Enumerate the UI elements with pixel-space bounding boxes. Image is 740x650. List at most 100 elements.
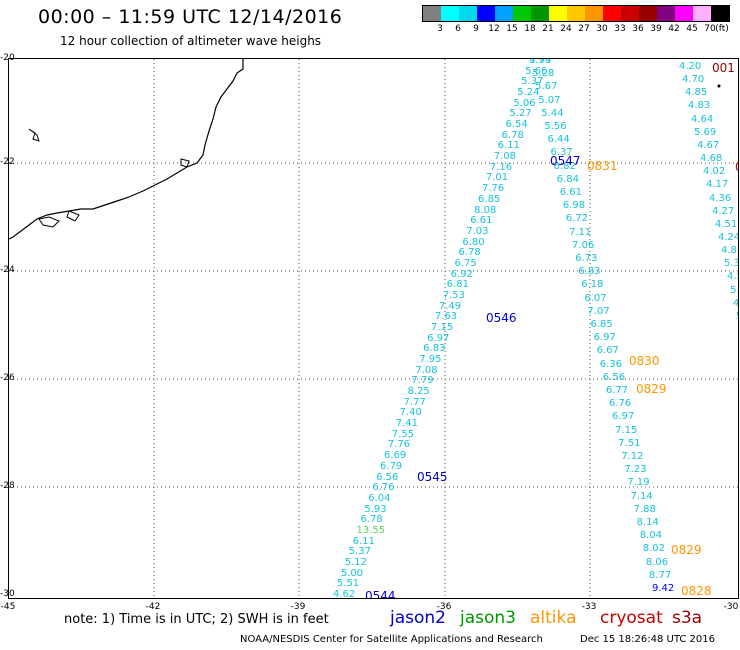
track-b-value: 6.44 bbox=[547, 134, 570, 146]
track-a-value: 7.79 bbox=[411, 375, 434, 387]
lon-tick-label: -36 bbox=[436, 602, 452, 612]
track-b-value: 6.76 bbox=[608, 398, 632, 410]
track-a-value: 7.15 bbox=[431, 322, 454, 333]
legend-swatch bbox=[441, 6, 459, 21]
track-a-value: 5.75 bbox=[529, 58, 552, 66]
track-b-value: 8.02 bbox=[642, 543, 666, 555]
track-b-value: 6.97 bbox=[593, 332, 616, 344]
track-a-value: 6.11 bbox=[352, 535, 375, 547]
legend-swatch bbox=[693, 6, 711, 21]
track-a-value: 7.40 bbox=[399, 407, 422, 419]
lat-tick-label: -28 bbox=[0, 481, 15, 491]
track-b-value: 5.67 bbox=[535, 81, 558, 93]
track-b-value: 6.67 bbox=[596, 345, 619, 357]
track-a-value: 6.85 bbox=[478, 193, 501, 205]
track-c-value: 4.5 bbox=[727, 271, 738, 283]
track-a-value: 6.78 bbox=[501, 129, 524, 141]
track-a-value: 6.81 bbox=[446, 279, 469, 291]
track-b-value: 4.94 bbox=[529, 58, 552, 66]
coastline bbox=[9, 59, 244, 240]
bay-inlet bbox=[38, 210, 80, 228]
track-a-value: 6.75 bbox=[454, 257, 477, 269]
track-a-value: 7.49 bbox=[438, 300, 462, 312]
track-a-value: 7.76 bbox=[387, 439, 411, 451]
track-a-value: 7.16 bbox=[489, 161, 513, 173]
legend-label: 33 bbox=[614, 24, 626, 34]
track-b-value: 5.07 bbox=[538, 94, 561, 106]
legend-label: 27 bbox=[578, 24, 590, 34]
legend-swatch bbox=[711, 6, 729, 21]
pass-id-label: 0546 bbox=[486, 311, 517, 325]
track-c-value: 4.85 bbox=[685, 87, 708, 99]
legend-label: 42 bbox=[668, 24, 680, 34]
track-endpoint-dot bbox=[717, 84, 721, 88]
legend-label: 12 bbox=[488, 24, 500, 34]
legend-swatch bbox=[603, 6, 621, 21]
track-a-value: 6.97 bbox=[427, 332, 450, 344]
track-c-value: 5.32 bbox=[724, 258, 738, 270]
track-c-value: 4.89 bbox=[721, 245, 738, 257]
pass-id-label: 0828 bbox=[681, 584, 712, 598]
track-b-value: 6.97 bbox=[612, 411, 635, 423]
track-a-value: 5.12 bbox=[344, 556, 368, 568]
island-2 bbox=[180, 158, 190, 168]
track-a-value: 6.78 bbox=[360, 514, 383, 526]
map-title: 00:00 – 11:59 UTC 12/14/2016 bbox=[38, 6, 343, 28]
track-a-value: 5.06 bbox=[513, 97, 536, 109]
track-c-value: 4.02 bbox=[703, 166, 726, 178]
track-a-value: 5.93 bbox=[364, 503, 387, 515]
legend-label: 15 bbox=[506, 24, 518, 34]
lon-tick-label: -30 bbox=[723, 602, 739, 612]
track-a-value: 7.41 bbox=[395, 418, 418, 430]
map-note: note: 1) Time is in UTC; 2) SWH is in fe… bbox=[64, 612, 329, 627]
wave-height-legend: 3 6 9 12 15 18 21 24 27 30 33 36 39 42 45 70 (ft) bbox=[422, 5, 730, 36]
track-a-value: 8.25 bbox=[407, 386, 430, 398]
track-a-value: 7.95 bbox=[419, 354, 442, 366]
legend-swatch bbox=[459, 6, 477, 21]
track-c-value: 4.64 bbox=[691, 113, 714, 125]
track-b-value: 8.14 bbox=[636, 517, 659, 528]
track-a-value: 6.80 bbox=[462, 236, 485, 248]
legend-swatch bbox=[639, 6, 657, 21]
track-a-value: 5.00 bbox=[340, 567, 364, 579]
satellite-name: jason2 bbox=[390, 608, 446, 628]
legend-label: 70 bbox=[704, 24, 716, 34]
legend-swatch bbox=[675, 6, 693, 21]
track-b-value: 8.06 bbox=[645, 556, 669, 568]
track-b-value: 6.72 bbox=[565, 213, 589, 225]
lat-tick-label: -22 bbox=[0, 157, 15, 167]
track-a-value: 5.27 bbox=[509, 108, 532, 120]
lat-tick-label: -24 bbox=[0, 265, 15, 275]
lon-tick-label: -42 bbox=[145, 602, 161, 612]
track-c-value: 4.36 bbox=[709, 192, 732, 204]
track-b-value: 7.12 bbox=[621, 451, 644, 462]
track-a-value: 8.08 bbox=[474, 204, 497, 216]
track-b-value: 6.18 bbox=[581, 279, 604, 291]
satellite-name: jason3 bbox=[460, 608, 516, 628]
legend-label: 30 bbox=[596, 24, 608, 34]
track-a-value: 4.62 bbox=[333, 589, 356, 599]
track-a-value: 6.61 bbox=[470, 215, 493, 227]
legend-swatch bbox=[567, 6, 585, 21]
track-c-value: 4.5 bbox=[733, 297, 739, 309]
track-a-value: 6.76 bbox=[372, 482, 395, 494]
legend-labels: 3 6 9 12 15 18 21 24 27 30 33 36 39 42 45 70 (ft) bbox=[422, 22, 730, 36]
track-b-value: 5.44 bbox=[541, 107, 564, 119]
track-b-value: 7.23 bbox=[624, 464, 647, 476]
pass-id-label: 0830 bbox=[629, 354, 660, 368]
map-frame: 5.75 5.66 5.37 5.24 5.06 5.27 6.54 6.78 6.11 7.08… bbox=[8, 58, 739, 599]
track-b-value: 6.84 bbox=[556, 173, 579, 185]
track-c-value: 4.24 bbox=[718, 231, 739, 243]
track-a-value: 6.54 bbox=[505, 119, 528, 131]
legend-swatch bbox=[513, 6, 531, 21]
track-b-value: 8.77 bbox=[648, 569, 672, 581]
track-b-value: 6.36 bbox=[599, 358, 622, 370]
legend-swatch bbox=[549, 6, 567, 21]
legend-swatch bbox=[621, 6, 639, 21]
track-a-value: 6.04 bbox=[368, 492, 391, 504]
track-c-value: 4.67 bbox=[697, 139, 720, 151]
track-b-value: 7.88 bbox=[633, 503, 656, 515]
legend-label: 24 bbox=[560, 24, 572, 34]
track-c-value: 4.83 bbox=[688, 100, 711, 112]
legend-swatch bbox=[585, 6, 603, 21]
